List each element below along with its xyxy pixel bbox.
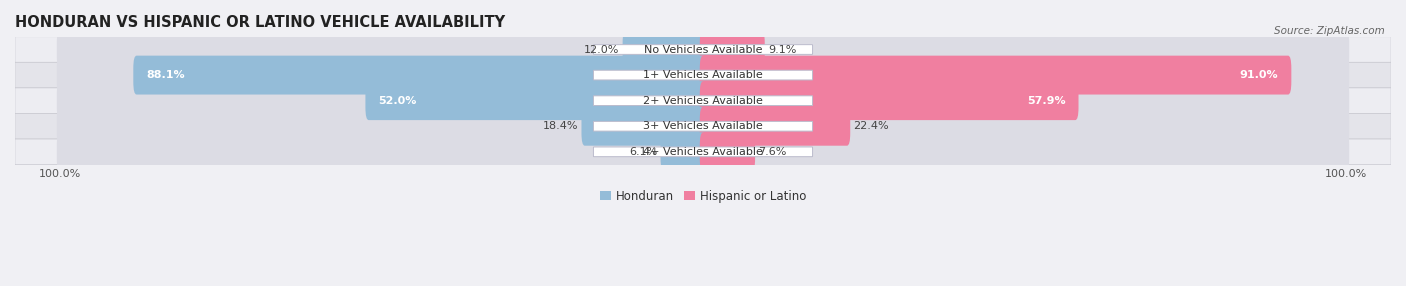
FancyBboxPatch shape: [700, 56, 1350, 95]
Text: 9.1%: 9.1%: [768, 45, 796, 55]
FancyBboxPatch shape: [700, 107, 851, 146]
Text: 88.1%: 88.1%: [146, 70, 184, 80]
FancyBboxPatch shape: [134, 56, 706, 95]
FancyBboxPatch shape: [700, 132, 755, 171]
Text: 2+ Vehicles Available: 2+ Vehicles Available: [643, 96, 763, 106]
FancyBboxPatch shape: [56, 30, 706, 69]
Text: No Vehicles Available: No Vehicles Available: [644, 45, 762, 55]
FancyBboxPatch shape: [56, 56, 706, 95]
Text: 7.6%: 7.6%: [758, 147, 787, 157]
FancyBboxPatch shape: [700, 81, 1078, 120]
FancyBboxPatch shape: [15, 62, 1391, 88]
FancyBboxPatch shape: [700, 81, 1350, 120]
Text: 6.1%: 6.1%: [628, 147, 658, 157]
FancyBboxPatch shape: [56, 81, 706, 120]
Text: 22.4%: 22.4%: [853, 121, 889, 131]
FancyBboxPatch shape: [661, 132, 706, 171]
Text: 91.0%: 91.0%: [1240, 70, 1278, 80]
FancyBboxPatch shape: [593, 70, 813, 80]
Text: Source: ZipAtlas.com: Source: ZipAtlas.com: [1274, 26, 1385, 36]
FancyBboxPatch shape: [15, 88, 1391, 114]
Text: HONDURAN VS HISPANIC OR LATINO VEHICLE AVAILABILITY: HONDURAN VS HISPANIC OR LATINO VEHICLE A…: [15, 15, 505, 30]
FancyBboxPatch shape: [700, 30, 765, 69]
FancyBboxPatch shape: [15, 114, 1391, 139]
Text: 3+ Vehicles Available: 3+ Vehicles Available: [643, 121, 763, 131]
FancyBboxPatch shape: [593, 121, 813, 131]
FancyBboxPatch shape: [623, 30, 706, 69]
Text: 1+ Vehicles Available: 1+ Vehicles Available: [643, 70, 763, 80]
FancyBboxPatch shape: [700, 56, 1291, 95]
FancyBboxPatch shape: [700, 132, 1350, 171]
FancyBboxPatch shape: [593, 45, 813, 54]
FancyBboxPatch shape: [56, 132, 706, 171]
FancyBboxPatch shape: [593, 96, 813, 106]
FancyBboxPatch shape: [700, 107, 1350, 146]
FancyBboxPatch shape: [366, 81, 706, 120]
Text: 52.0%: 52.0%: [378, 96, 416, 106]
Text: 57.9%: 57.9%: [1026, 96, 1066, 106]
FancyBboxPatch shape: [15, 139, 1391, 165]
Text: 4+ Vehicles Available: 4+ Vehicles Available: [643, 147, 763, 157]
Legend: Honduran, Hispanic or Latino: Honduran, Hispanic or Latino: [595, 185, 811, 207]
Text: 12.0%: 12.0%: [583, 45, 620, 55]
FancyBboxPatch shape: [56, 107, 706, 146]
FancyBboxPatch shape: [582, 107, 706, 146]
Text: 18.4%: 18.4%: [543, 121, 578, 131]
FancyBboxPatch shape: [15, 37, 1391, 62]
FancyBboxPatch shape: [700, 30, 1350, 69]
FancyBboxPatch shape: [593, 147, 813, 157]
